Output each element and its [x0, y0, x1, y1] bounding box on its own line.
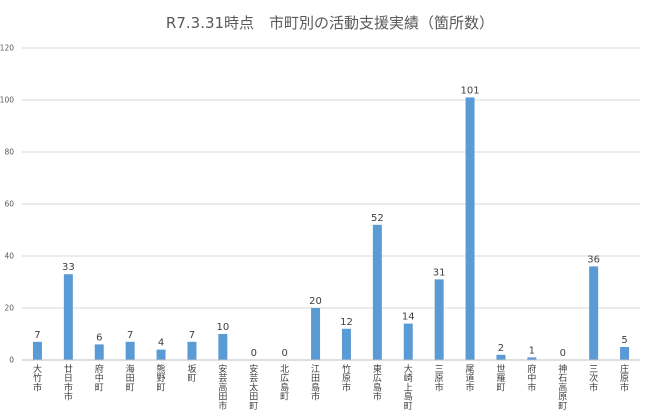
data-label: 20: [309, 296, 322, 307]
category-label: 安芸高田市: [218, 363, 227, 410]
bar: [63, 274, 73, 360]
bar: [94, 344, 104, 360]
bar: [589, 266, 599, 360]
category-label: 北広島町: [280, 364, 289, 403]
y-tick-label: 40: [4, 252, 14, 261]
data-label: 10: [216, 322, 229, 333]
y-tick-label: 80: [4, 148, 14, 157]
data-label: 0: [281, 348, 287, 359]
data-label: 52: [371, 213, 384, 224]
y-tick-label: 0: [9, 356, 14, 365]
category-label: 三次市: [589, 365, 598, 393]
data-label: 7: [34, 330, 40, 341]
category-label: 大竹市: [33, 363, 42, 393]
data-label: 31: [433, 267, 446, 278]
data-label: 14: [402, 312, 415, 323]
y-tick-label: 20: [4, 304, 14, 313]
y-tick-label: 100: [0, 96, 14, 105]
category-label: 三原市: [435, 365, 444, 393]
category-label: 竹原市: [342, 363, 351, 393]
bar: [403, 323, 413, 360]
category-label: 世羅町: [496, 363, 505, 393]
data-label: 7: [127, 330, 133, 341]
bar: [465, 97, 475, 361]
category-label: 安芸太田町: [249, 363, 258, 410]
category-label: 東広島市: [373, 363, 382, 403]
bar: [620, 347, 630, 360]
y-tick-label: 60: [4, 200, 14, 209]
data-label: 101: [461, 85, 480, 96]
y-axis-tick-labels: 0 20 40 60 80 100 120: [0, 44, 14, 365]
bar: [187, 341, 197, 360]
category-label: 大崎上島町: [404, 363, 413, 410]
bar: [156, 349, 166, 360]
category-label: 海田町: [126, 363, 135, 393]
category-label: 熊野町: [157, 363, 166, 393]
bar: [527, 357, 537, 360]
data-label: 0: [251, 348, 257, 359]
category-labels: 大竹市 廿日市市 府中町 海田町 熊野町 坂町 安芸高田市 安芸太田町 北広島町 江田島市 竹原市 東…: [33, 363, 629, 410]
category-label: 府中市: [527, 363, 536, 393]
category-label: 庄原市: [620, 363, 629, 393]
data-label: 33: [62, 262, 75, 273]
category-label: 坂町: [187, 364, 196, 384]
bars: [32, 97, 630, 361]
category-label: 神石高原町: [558, 363, 567, 410]
data-label: 0: [560, 348, 566, 359]
bar: [125, 341, 135, 360]
bar: [341, 328, 351, 360]
data-label: 6: [96, 332, 102, 343]
bar: [311, 308, 321, 360]
y-tick-label: 120: [0, 44, 14, 53]
gridlines: [22, 47, 640, 309]
data-label: 12: [340, 317, 353, 328]
data-label: 5: [621, 335, 627, 346]
chart-title: R7.3.31時点 市町別の活動支援実績（箇所数）: [166, 14, 494, 32]
data-label: 1: [529, 345, 535, 356]
category-label: 江田島市: [311, 364, 320, 403]
bar: [496, 354, 506, 360]
category-label: 府中町: [95, 363, 104, 393]
data-label: 36: [587, 254, 600, 265]
data-label: 2: [498, 343, 504, 354]
data-label: 4: [158, 338, 164, 349]
bar: [434, 279, 444, 360]
bar: [372, 224, 382, 360]
bar: [218, 334, 228, 360]
category-label: 廿日市市: [64, 363, 73, 403]
bar: [32, 341, 42, 360]
data-label: 7: [189, 330, 195, 341]
category-label: 尾道市: [466, 364, 475, 393]
